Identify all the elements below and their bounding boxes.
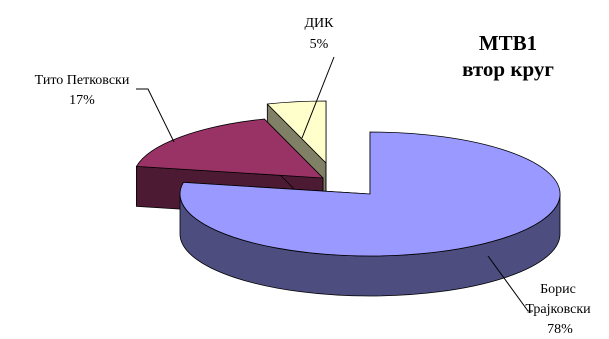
leader-line-dik xyxy=(301,56,335,139)
slice-label-tito: Тито Петковски xyxy=(35,73,130,88)
chart-title: МТВ1 xyxy=(479,31,537,55)
pie-tops xyxy=(136,100,561,257)
slice-label-boris-line1: Борис xyxy=(540,282,576,297)
leader-line-boris xyxy=(487,255,533,312)
chart-subtitle: втор круг xyxy=(462,57,554,81)
slice-value-dik: 5% xyxy=(310,37,329,52)
slice-top-тито-петковски xyxy=(136,118,324,179)
slice-value-boris: 78% xyxy=(547,322,573,337)
slice-top-борис-трајковски xyxy=(179,131,561,257)
slice-label-dik: ДИК xyxy=(305,16,335,31)
leader-line-tito xyxy=(136,88,175,143)
leader-lines xyxy=(136,56,533,312)
slice-label-boris-line2: Трајковски xyxy=(525,302,591,317)
slice-value-tito: 17% xyxy=(69,93,95,108)
slice-top-дик xyxy=(266,100,327,164)
